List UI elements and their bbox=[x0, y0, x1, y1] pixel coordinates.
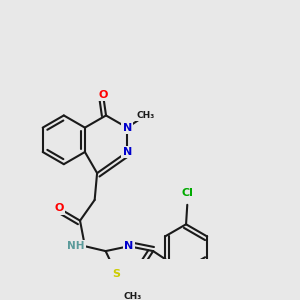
Text: NH: NH bbox=[68, 241, 85, 251]
Text: N: N bbox=[124, 241, 134, 251]
Text: N: N bbox=[122, 147, 132, 157]
Text: S: S bbox=[112, 269, 121, 279]
Text: O: O bbox=[55, 203, 64, 213]
Text: O: O bbox=[98, 90, 108, 100]
Text: N: N bbox=[122, 123, 132, 133]
Text: Cl: Cl bbox=[181, 188, 193, 198]
Text: CH₃: CH₃ bbox=[136, 111, 155, 120]
Text: CH₃: CH₃ bbox=[123, 292, 142, 300]
